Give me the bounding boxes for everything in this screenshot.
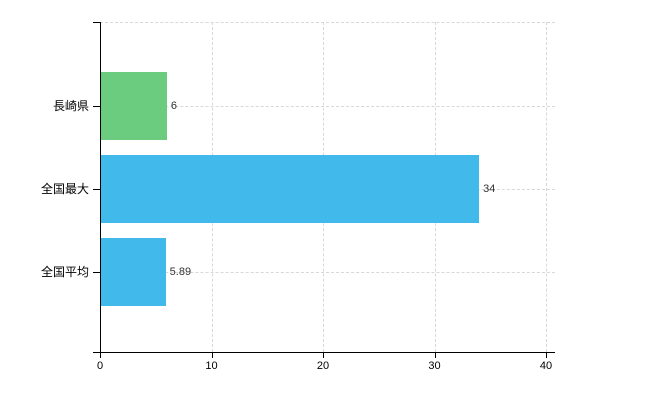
category-tick (93, 272, 100, 273)
value-label: 5.89 (169, 266, 192, 278)
x-tick (434, 352, 436, 358)
x-tick (211, 352, 213, 358)
category-tick (93, 106, 100, 107)
x-tick-label: 10 (205, 360, 218, 372)
x-tick-label: 30 (428, 360, 441, 372)
x-tick-label: 20 (316, 360, 330, 372)
value-label: 34 (483, 183, 496, 195)
category-gridline (100, 106, 555, 107)
x-tick (546, 352, 547, 358)
x-tick-label: 0 (96, 360, 104, 372)
x-axis (93, 352, 555, 353)
x-tick-label: 40 (539, 360, 553, 372)
y-axis (100, 22, 101, 352)
category-label: 全国最大 (40, 182, 89, 196)
category-label: 全国平均 (40, 265, 89, 279)
bar (100, 155, 480, 223)
value-label: 6 (170, 100, 178, 112)
y-axis-top-tick (93, 22, 100, 23)
plot-top-gridline (100, 22, 555, 23)
x-tick (323, 352, 324, 358)
bar (100, 72, 167, 140)
category-label: 長崎県 (52, 99, 89, 113)
x-gridline (546, 22, 547, 352)
bar (100, 238, 166, 306)
category-tick (93, 189, 100, 190)
category-gridline (100, 272, 555, 273)
x-tick (100, 352, 101, 358)
